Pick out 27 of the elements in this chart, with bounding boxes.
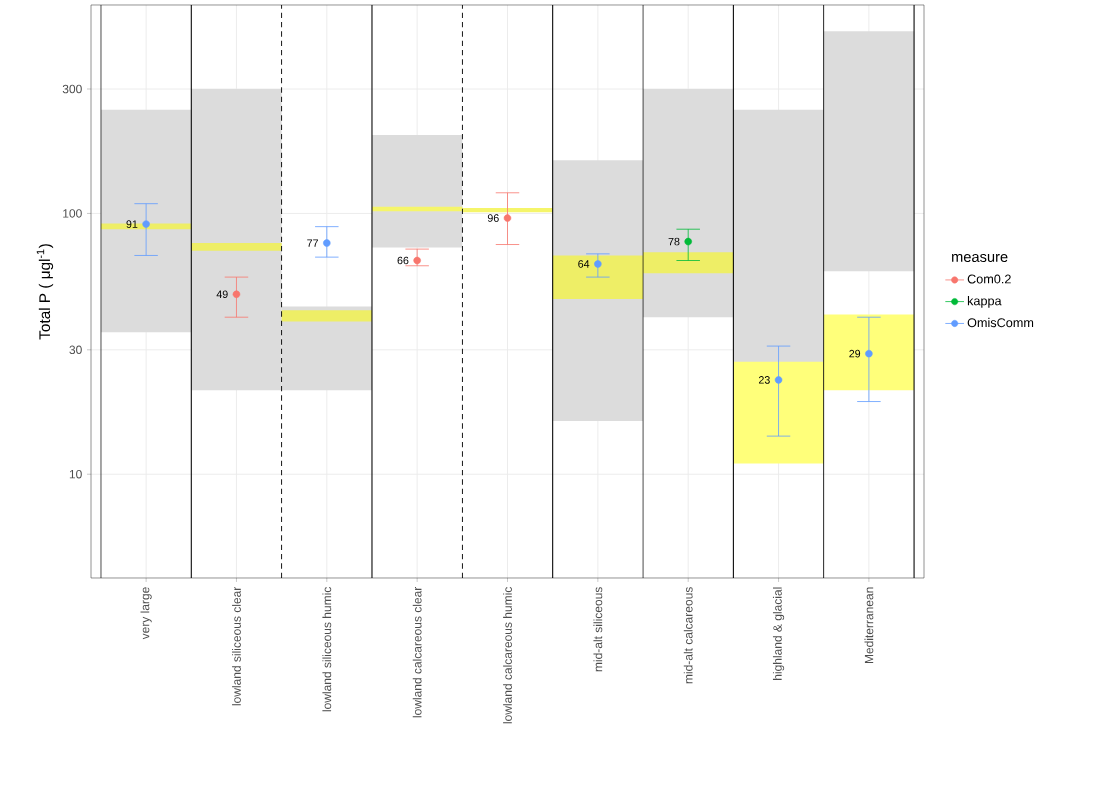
x-tick-label: very large bbox=[140, 587, 152, 640]
data-label: 78 bbox=[668, 237, 680, 246]
x-tick-label: lowland calcareous humic bbox=[503, 587, 512, 724]
legend-label: Com0.2 bbox=[967, 274, 1011, 284]
data-label: 96 bbox=[487, 214, 499, 222]
data-label: 29 bbox=[849, 349, 861, 358]
legend-label: OmisComm bbox=[967, 317, 1034, 328]
legend-title: measure bbox=[952, 253, 1008, 262]
y-tick-label: 10 bbox=[69, 469, 82, 479]
x-tick-label: mid-alt calcareous bbox=[683, 587, 693, 684]
y-axis-title: Total P ( μgl$^{-1}$) bbox=[36, 244, 54, 340]
data-label: 23 bbox=[758, 376, 770, 384]
y-tick-label: 100 bbox=[63, 209, 82, 218]
data-label: 66 bbox=[397, 256, 409, 265]
data-label: 77 bbox=[307, 239, 318, 247]
y-tick-label: 30 bbox=[69, 345, 82, 355]
x-tick-label: highland & glacial bbox=[772, 587, 785, 680]
x-tick-label: mid-alt siliceous bbox=[593, 587, 603, 672]
data-label: 64 bbox=[578, 260, 590, 268]
data-label: 91 bbox=[126, 220, 138, 228]
x-tick-label: lowland siliceous clear bbox=[232, 586, 241, 706]
x-tick-label: Mediterranean bbox=[864, 587, 874, 664]
legend-label: kappa bbox=[967, 296, 1002, 308]
x-tick-label: lowland siliceous humic bbox=[322, 587, 332, 712]
x-tick-label: lowland calcareous clear bbox=[412, 586, 422, 718]
data-label: 49 bbox=[216, 290, 228, 299]
y-tick-label: 300 bbox=[62, 84, 82, 94]
